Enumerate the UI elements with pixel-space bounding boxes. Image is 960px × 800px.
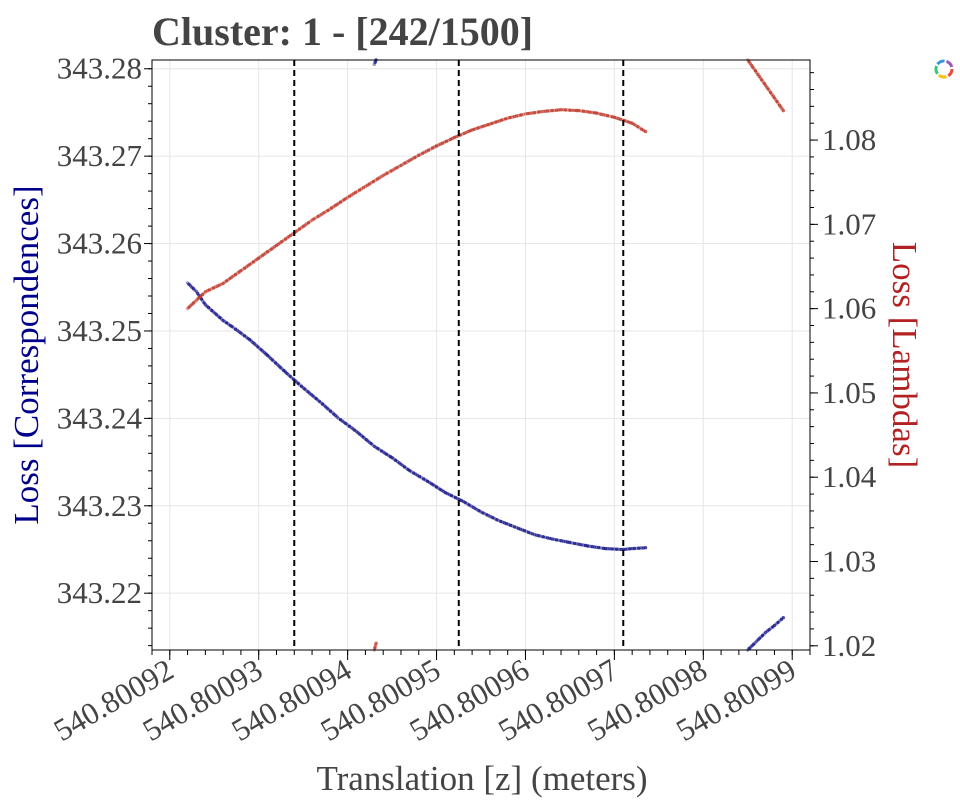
data-point bbox=[312, 217, 316, 221]
left-y-tick-label: 343.26 bbox=[57, 226, 142, 261]
left-y-axis-label: Loss [Correspondences] bbox=[7, 185, 46, 524]
data-point bbox=[449, 493, 454, 498]
data-point bbox=[385, 171, 389, 175]
chart-title: Cluster: 1 - [242/1500] bbox=[152, 9, 533, 54]
vertical-lines bbox=[293, 60, 625, 650]
data-point bbox=[233, 272, 238, 277]
left-y-tick-label: 343.22 bbox=[57, 575, 142, 610]
right-y-tick-label: 1.08 bbox=[822, 122, 876, 157]
right-y-tick-label: 1.02 bbox=[822, 628, 876, 663]
left-y-tick-label: 343.27 bbox=[57, 138, 142, 173]
data-point bbox=[306, 221, 311, 225]
data-points bbox=[185, 58, 785, 652]
data-point bbox=[781, 616, 785, 620]
x-axis-ticks: 540.80092540.80093540.80094540.80095540.… bbox=[48, 650, 811, 748]
grid bbox=[152, 60, 810, 650]
right-y-tick-label: 1.04 bbox=[822, 459, 877, 494]
left-y-tick-label: 343.23 bbox=[57, 488, 142, 523]
data-point bbox=[522, 529, 527, 533]
right-y-tick-label: 1.05 bbox=[822, 375, 876, 410]
data-point bbox=[376, 446, 380, 451]
data-point bbox=[303, 387, 307, 391]
data-point bbox=[781, 108, 785, 113]
data-point bbox=[643, 129, 648, 134]
data-point bbox=[597, 545, 601, 550]
data-point bbox=[369, 441, 373, 446]
left-y-axis-ticks: 343.22 343.23 343.24 343.25 343.26 343.27 343.… bbox=[57, 51, 152, 647]
data-point bbox=[643, 546, 648, 550]
right-y-tick-label: 1.06 bbox=[822, 291, 876, 326]
data-point bbox=[532, 111, 537, 115]
x-axis-label: Translation [z] (meters) bbox=[316, 759, 647, 798]
data-point bbox=[230, 324, 234, 329]
data-point bbox=[374, 641, 378, 645]
data-point bbox=[239, 269, 243, 273]
left-y-tick-label: 343.24 bbox=[57, 400, 143, 435]
right-y-axis-ticks: 1.02 1.03 1.04 1.05 1.06 1.07 1.08 bbox=[810, 72, 877, 663]
data-point bbox=[296, 381, 300, 386]
plotly-logo-icon[interactable] bbox=[933, 58, 955, 80]
left-y-tick-label: 343.28 bbox=[57, 51, 142, 86]
right-y-tick-label: 1.03 bbox=[822, 544, 876, 579]
data-point bbox=[606, 114, 610, 118]
right-y-axis-label: Loss [Lambdas] bbox=[885, 242, 924, 468]
right-y-tick-label: 1.07 bbox=[822, 206, 876, 241]
left-y-tick-label: 343.25 bbox=[57, 313, 142, 348]
plot-frame bbox=[151, 59, 811, 651]
